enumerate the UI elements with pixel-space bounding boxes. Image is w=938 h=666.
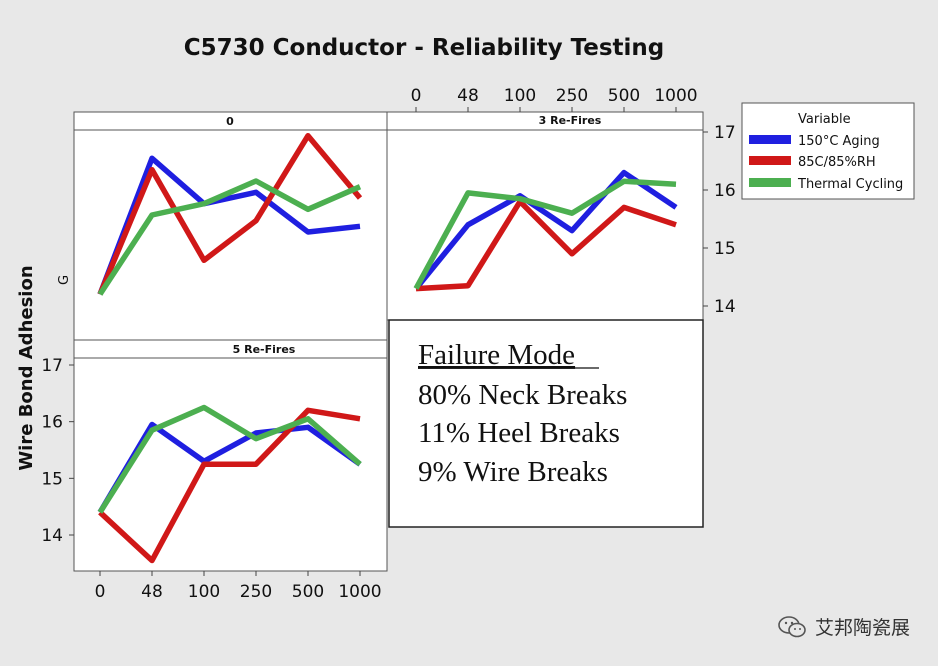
legend-swatch-85c-85rh (749, 156, 791, 165)
legend-entry-thermal-cycling: Thermal Cycling (797, 177, 903, 192)
x-tick-label-bottom: 0 (95, 582, 106, 602)
failure-mode-line-2: 11% Heel Breaks (418, 417, 620, 449)
series-line-150-c-aging-panel-1 (413, 169, 678, 291)
failure-mode-line-1: 80% Neck Breaks (418, 379, 627, 411)
legend-entry-85c-85rh: 85C/85%RH (798, 155, 876, 170)
y-tick-label-right: 15 (714, 239, 736, 259)
legend: Variable 150°C Aging 85C/85%RH Thermal C… (741, 102, 915, 200)
x-tick-label-bottom: 500 (292, 582, 324, 602)
x-tick-label-bottom: 1000 (338, 582, 381, 602)
failure-mode-title: Failure Mode (418, 339, 575, 371)
chart-title: C5730 Conductor - Reliability Testing (184, 35, 664, 61)
y-tick-label-left: 17 (41, 356, 63, 376)
series-line-85c-85-rh-panel-2 (98, 407, 361, 564)
watermark: 艾邦陶瓷展 (777, 613, 910, 640)
y-tick-label-left: 14 (41, 526, 63, 546)
y-tick-label-right: 14 (714, 297, 736, 317)
x-tick-label-bottom: 100 (188, 582, 220, 602)
x-tick-label-top: 0 (411, 86, 422, 106)
failure-mode-box: Failure Mode 80% Neck Breaks 11% Heel Br… (388, 319, 704, 528)
legend-entry-150c-aging: 150°C Aging (798, 134, 880, 149)
y-tick-label-left: 16 (41, 413, 63, 433)
panel-3-re-fires-header: 3 Re-Fires (539, 114, 602, 127)
y-tick-label-right: 17 (714, 123, 736, 143)
watermark-text: 艾邦陶瓷展 (814, 617, 910, 639)
wechat-icon (778, 615, 806, 637)
y-tick-label-left: 15 (41, 469, 63, 489)
series-line-85c-85-rh-panel-1 (415, 198, 677, 292)
panel-0-header: 0 (226, 115, 234, 128)
legend-title: Variable (798, 112, 851, 127)
failure-mode-line-3: 9% Wire Breaks (418, 456, 608, 488)
panel-5-re-fires: 5 Re-Fires (73, 339, 388, 572)
panel-y-axis-label: G (57, 275, 72, 285)
y-tick-label-right: 16 (714, 181, 736, 201)
y-axis-label: Wire Bond Adhesion (16, 265, 37, 470)
x-tick-label-bottom: 48 (141, 582, 163, 602)
series-line-85c-85-rh-panel-0 (97, 132, 363, 296)
x-tick-label-top: 1000 (654, 86, 697, 106)
series-line-thermal-cycling-panel-1 (413, 178, 677, 290)
series-line-thermal-cycling-panel-0 (97, 178, 362, 296)
panel-5-re-fires-header: 5 Re-Fires (233, 343, 296, 356)
x-tick-label-top: 500 (608, 86, 640, 106)
series-line-150-c-aging-panel-0 (97, 155, 361, 296)
legend-swatch-150c-aging (749, 135, 791, 144)
x-tick-label-top: 48 (457, 86, 479, 106)
x-tick-label-bottom: 250 (240, 582, 272, 602)
x-tick-label-top: 100 (504, 86, 536, 106)
legend-swatch-thermal-cycling (749, 178, 791, 187)
x-tick-label-top: 250 (556, 86, 588, 106)
series-line-thermal-cycling-panel-2 (97, 404, 362, 514)
